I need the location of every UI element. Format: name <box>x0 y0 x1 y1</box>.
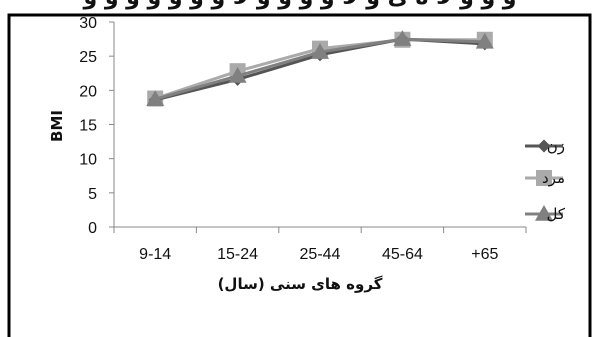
legend-item: زن <box>525 137 565 155</box>
chart-frame <box>7 13 592 337</box>
y-tick-label: 0 <box>88 220 97 237</box>
data-point <box>393 30 412 46</box>
x-axis-title: گروه های سنی (سال) <box>218 275 383 293</box>
x-tick-label: 15-24 <box>217 246 258 263</box>
legend-item: کل <box>525 205 566 223</box>
legend-marker <box>536 170 552 186</box>
legend-label: زن <box>547 137 565 155</box>
legend: زن مرد کل <box>525 137 566 223</box>
y-axis-title: BMI <box>48 110 66 142</box>
y-tick-label: 5 <box>88 186 97 203</box>
series-layer <box>146 30 494 107</box>
y-tick-label: 25 <box>79 49 97 66</box>
cropped-header-text: و و و لا ه ی و لا و و و و لا و و و و و و… <box>83 0 517 10</box>
x-tick-label: 25-44 <box>300 246 341 263</box>
x-tick-label: 9-14 <box>139 246 171 263</box>
legend-marker <box>537 139 551 153</box>
data-point <box>146 90 165 106</box>
series-3 <box>146 30 494 106</box>
y-tick-label: 10 <box>79 152 97 169</box>
x-tick-label: 45-64 <box>382 246 423 263</box>
legend-item: مرد <box>525 169 565 187</box>
x-axis-ticks: 9-14 15-24 25-44 45-64 +65 <box>113 227 527 263</box>
y-tick-label: 15 <box>79 118 97 135</box>
legend-label: کل <box>546 205 565 223</box>
y-tick-label: 30 <box>79 15 97 32</box>
data-point <box>475 32 494 49</box>
y-axis-ticks: 0 5 10 15 20 25 30 <box>79 15 114 237</box>
legend-label: مرد <box>542 169 565 187</box>
y-tick-label: 20 <box>79 83 97 100</box>
data-point <box>311 43 329 59</box>
legend-marker <box>535 205 553 221</box>
data-point <box>228 66 247 83</box>
x-tick-label: +65 <box>471 246 498 263</box>
